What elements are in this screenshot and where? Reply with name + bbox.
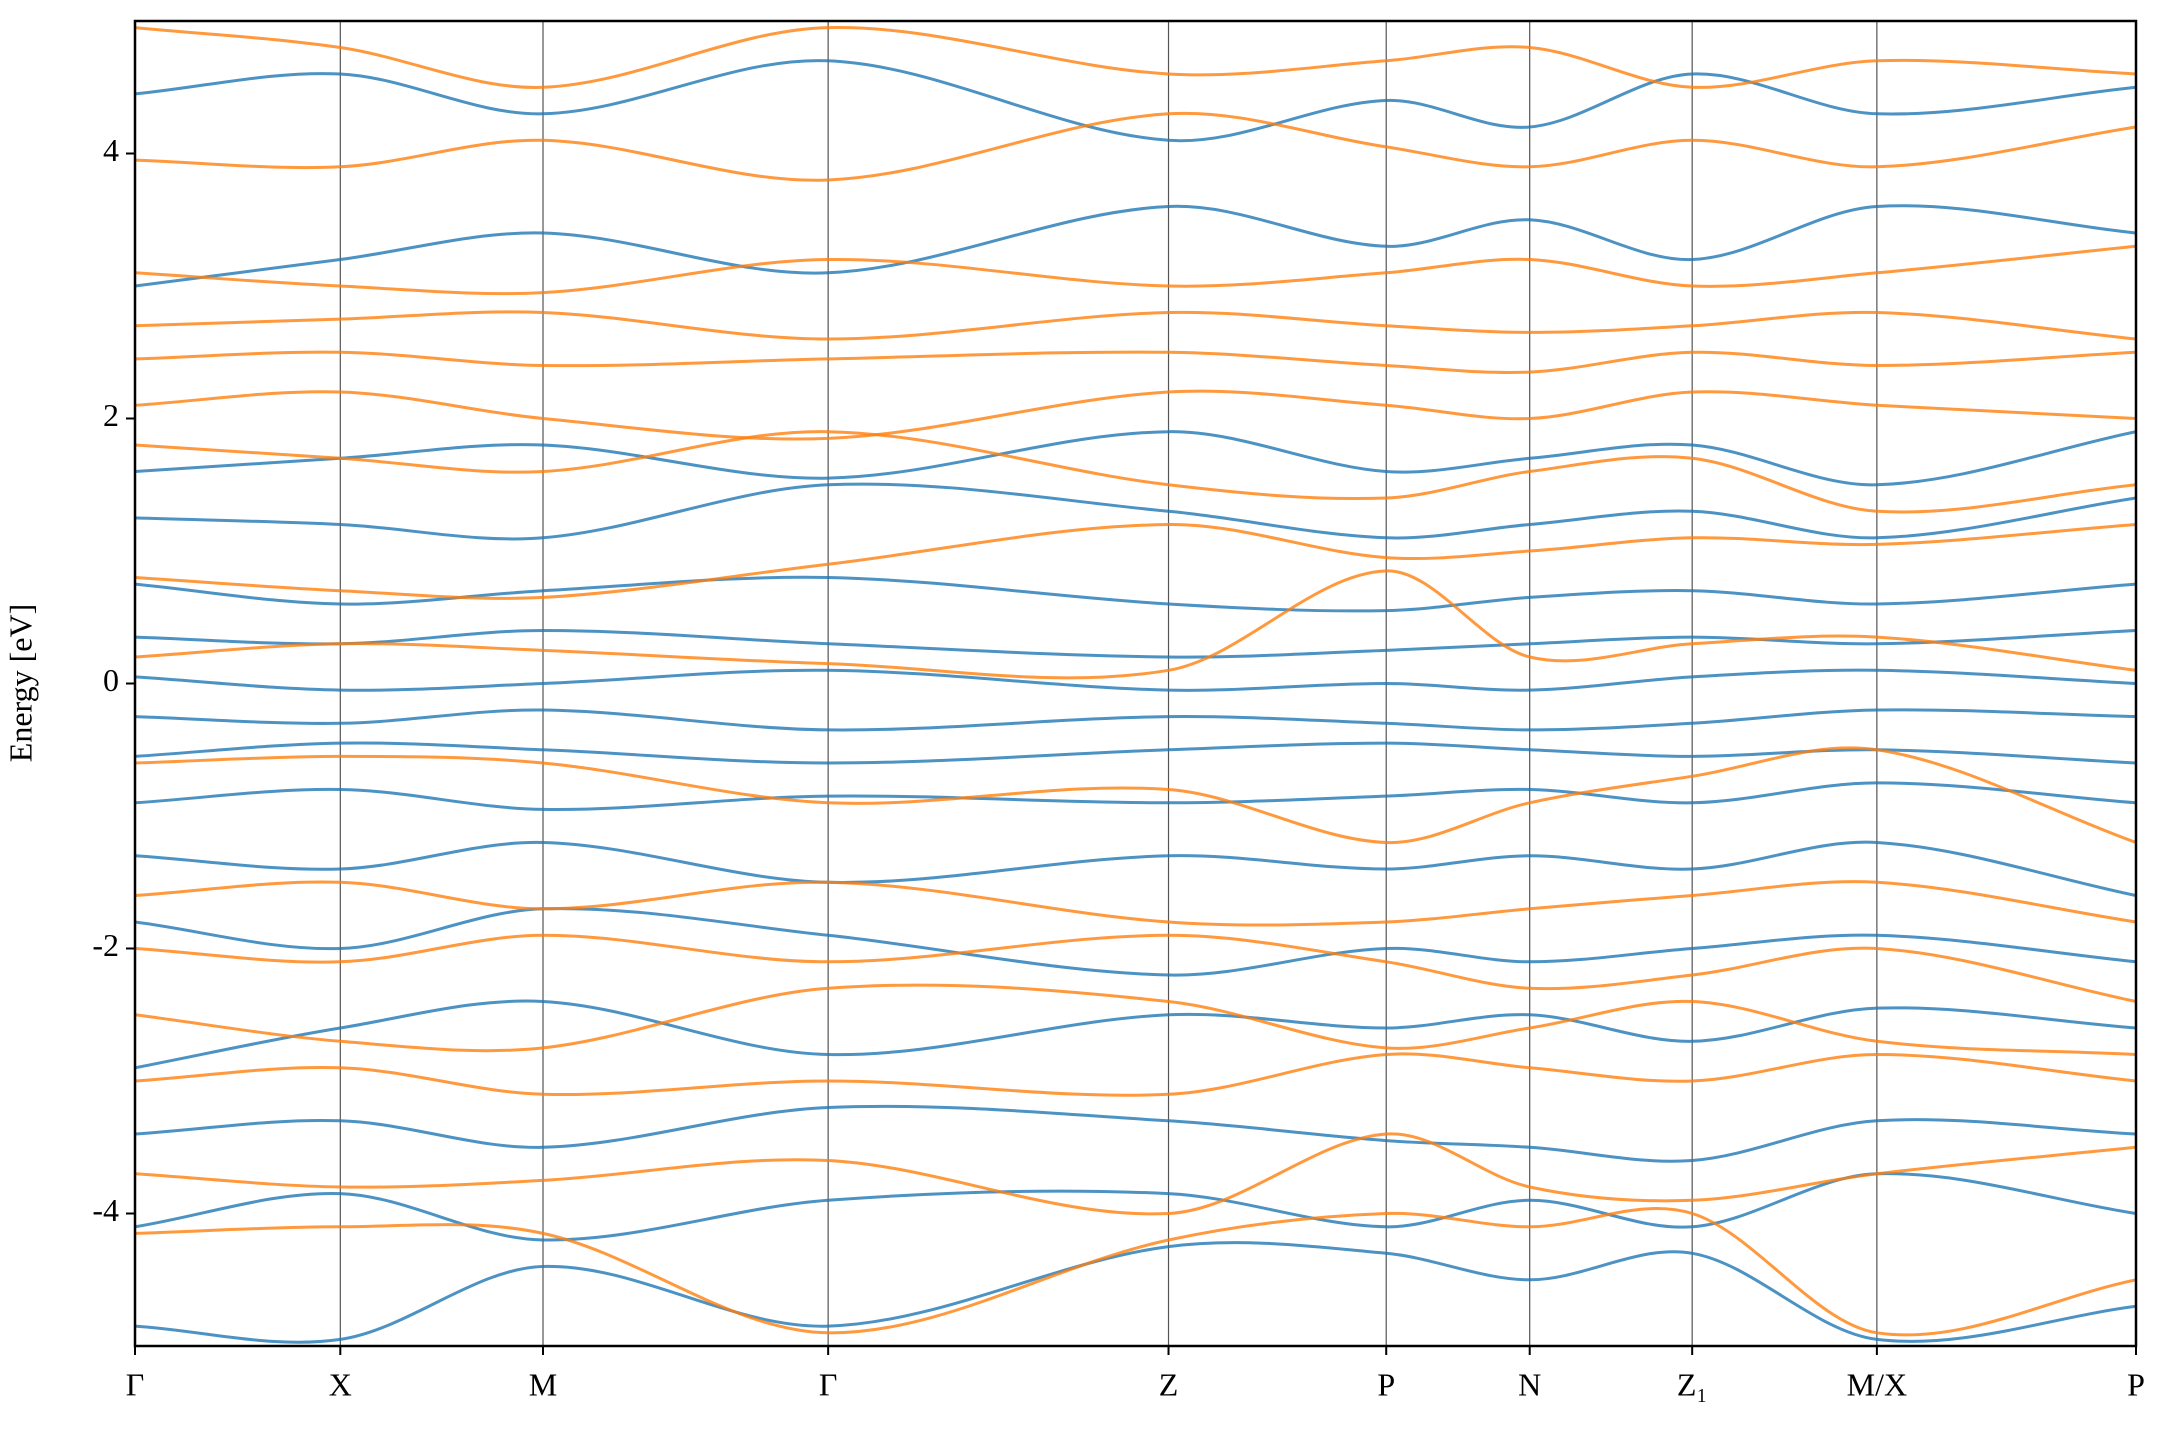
x-tick-label: X	[329, 1366, 352, 1402]
band-line	[135, 26, 2136, 89]
y-tick-label: -4	[92, 1192, 119, 1228]
band-line	[135, 781, 2136, 811]
y-axis-label: Energy [eV]	[2, 604, 38, 762]
x-tick-label: Γ	[126, 1366, 145, 1402]
band-line	[135, 522, 2136, 600]
y-tick-label: 2	[103, 397, 119, 433]
x-tick-label: P	[1377, 1366, 1395, 1402]
y-tick-label: -2	[92, 927, 119, 963]
x-tick-label: Z	[1159, 1366, 1179, 1402]
band-line	[135, 746, 2136, 845]
band-line	[135, 628, 2136, 659]
band-line	[135, 569, 2136, 680]
x-tick-label: Γ	[819, 1366, 838, 1402]
band-line	[135, 482, 2136, 541]
band-line	[135, 708, 2136, 732]
band-line	[135, 983, 2136, 1056]
x-tick-label: N	[1518, 1366, 1541, 1402]
band-line	[135, 1241, 2136, 1344]
band-line	[135, 1207, 2136, 1337]
band-line	[135, 1104, 2136, 1163]
x-tick-label: Z₁	[1677, 1366, 1708, 1402]
band-line	[135, 907, 2136, 977]
band-line	[135, 840, 2136, 897]
plot-area	[135, 21, 2136, 1346]
band-line	[135, 59, 2136, 143]
band-line	[135, 244, 2136, 296]
band-line	[135, 350, 2136, 375]
frame	[133, 19, 2138, 1348]
x-tick-label: M/X	[1847, 1366, 1907, 1402]
y-tick-label: 0	[103, 662, 119, 698]
band-line	[135, 575, 2136, 613]
band-line	[135, 933, 2136, 1003]
band-line	[135, 880, 2136, 927]
band-line	[135, 741, 2136, 765]
band-line	[135, 310, 2136, 341]
band-line	[135, 204, 2136, 288]
band-line	[135, 1172, 2136, 1242]
band-line	[135, 389, 2136, 441]
x-tick-label: P	[2127, 1366, 2145, 1402]
band-line	[135, 430, 2136, 514]
y-tick-label: 4	[103, 132, 119, 168]
band-line	[135, 1132, 2136, 1216]
band-line	[135, 1052, 2136, 1097]
band-line	[135, 668, 2136, 692]
band-line	[135, 430, 2136, 487]
band-line	[135, 111, 2136, 182]
x-tick-label: M	[529, 1366, 557, 1402]
